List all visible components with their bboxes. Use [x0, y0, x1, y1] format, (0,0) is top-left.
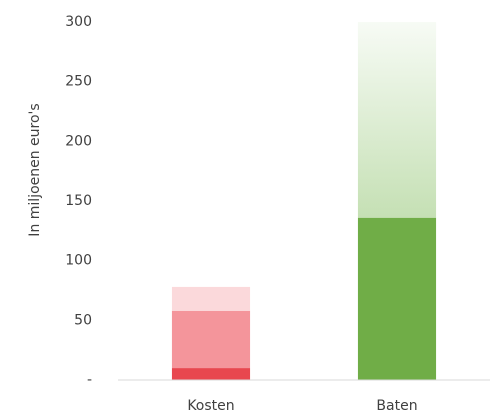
x-tick-label: Baten	[376, 398, 417, 414]
y-tick-label: 150	[65, 193, 92, 209]
y-tick-label: 250	[65, 74, 92, 90]
bar-segment	[357, 217, 437, 380]
bar-segment	[171, 368, 251, 380]
bar-segment	[171, 310, 251, 369]
y-tick-label: 50	[74, 312, 92, 328]
bar-segment	[171, 286, 251, 311]
x-tick-label: Kosten	[187, 398, 234, 414]
y-tick-label: -	[87, 372, 92, 388]
bar-segment	[357, 22, 437, 218]
y-tick-label: 100	[65, 253, 92, 269]
y-tick-label: 300	[65, 14, 92, 30]
y-axis-label: In miljoenen euro's	[27, 103, 43, 236]
y-tick-label: 200	[65, 133, 92, 149]
